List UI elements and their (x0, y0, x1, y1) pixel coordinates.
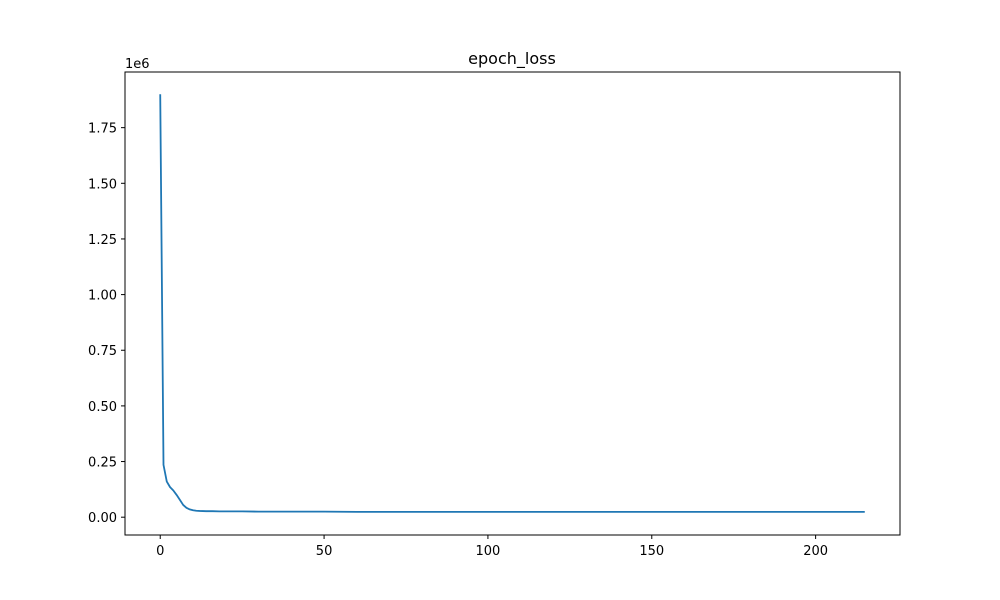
y-tick-label: 1.25 (88, 233, 117, 248)
y-axis: 0.00 0.25 0.50 0.75 1.00 1.25 1.50 1.75 (88, 122, 125, 526)
y-tick-label: 1.00 (88, 289, 117, 304)
y-axis-offset-label: 1e6 (125, 57, 150, 72)
y-tick-label: 1.50 (88, 177, 117, 192)
y-tick-label: 0.25 (88, 456, 117, 471)
x-tick-label: 50 (316, 544, 333, 559)
y-tick-label: 1.75 (88, 122, 117, 137)
x-tick-label: 150 (639, 544, 664, 559)
x-tick-label: 200 (803, 544, 828, 559)
chart-title: epoch_loss (468, 49, 556, 69)
y-tick-label: 0.50 (88, 400, 117, 415)
x-tick-label: 100 (476, 544, 501, 559)
y-tick-label: 0.75 (88, 344, 117, 359)
x-tick-label: 0 (156, 544, 164, 559)
series-line (159, 94, 865, 513)
y-tick-label: 0.00 (88, 511, 117, 526)
plot-area-frame (124, 71, 901, 536)
x-axis: 0 50 100 150 200 (156, 535, 828, 559)
